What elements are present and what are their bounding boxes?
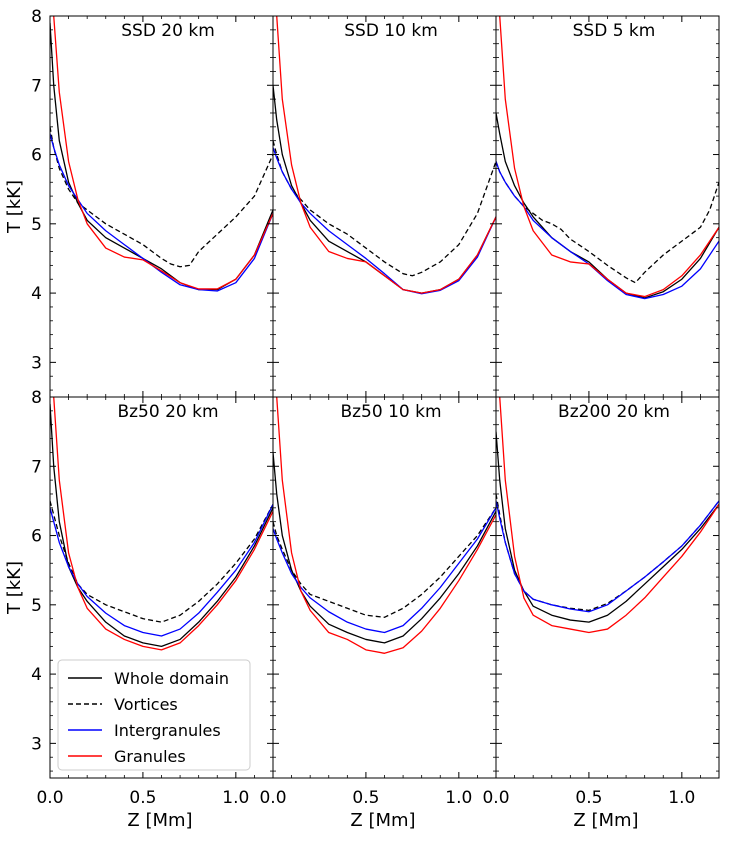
panel-title: SSD 5 km xyxy=(573,21,656,41)
y-tick-label: 4 xyxy=(31,665,42,685)
series-group xyxy=(273,397,496,654)
x-axis-label: Z [Mm] xyxy=(127,810,192,831)
y-tick-label: 5 xyxy=(31,596,42,616)
series-line-intergranules xyxy=(496,500,719,613)
series-line-granules xyxy=(53,397,273,651)
series-line-whole xyxy=(496,112,719,299)
legend-label: Vortices xyxy=(114,695,178,714)
y-tick-label: 7 xyxy=(31,76,42,96)
series-line-vortices xyxy=(273,140,496,277)
series-line-intergranules xyxy=(496,161,719,300)
panel-5: 0.0 0.5 1.0 Bz50 10 km Z [Mm] xyxy=(259,396,497,831)
series-line-intergranules xyxy=(273,147,496,295)
x-tick-label: 0.5 xyxy=(352,788,379,808)
y-tick-label: 8 xyxy=(31,388,42,408)
y-tick-label: 8 xyxy=(31,7,42,27)
y-tick-label: 6 xyxy=(31,527,42,547)
series-line-vortices xyxy=(273,507,496,618)
series-line-granules xyxy=(499,16,719,298)
series-group xyxy=(50,16,273,292)
panel-3: SSD 5 km xyxy=(495,15,720,398)
x-tick-label: 0.0 xyxy=(259,788,286,808)
x-tick-label: 0.0 xyxy=(36,788,63,808)
series-line-granules xyxy=(276,397,496,654)
x-tick-label: 0.0 xyxy=(482,788,509,808)
legend-label: Intergranules xyxy=(114,721,221,740)
series-line-granules xyxy=(276,16,496,294)
y-tick-label: 6 xyxy=(31,146,42,166)
series-group xyxy=(496,397,719,634)
series-line-whole xyxy=(50,403,273,648)
panel-1: 3 4 5 6 7 8 SSD 20 km T [kK] xyxy=(4,7,274,398)
legend-label: Whole domain xyxy=(114,669,229,688)
series-line-intergranules xyxy=(50,133,273,292)
x-tick-label: 0.5 xyxy=(575,788,602,808)
y-tick-label: 5 xyxy=(31,215,42,235)
panel-frame xyxy=(272,396,497,779)
series-group xyxy=(50,397,273,651)
series-line-vortices xyxy=(50,500,273,623)
x-tick-label: 0.5 xyxy=(129,788,156,808)
y-tick-label: 3 xyxy=(31,353,42,373)
series-line-vortices xyxy=(50,126,273,268)
panel-frame xyxy=(495,15,720,398)
x-tick-label: 1.0 xyxy=(445,788,472,808)
panel-2: SSD 10 km xyxy=(272,15,497,398)
x-tick-label: 1.0 xyxy=(222,788,249,808)
series-line-granules xyxy=(53,16,273,290)
panel-4: 3 4 5 6 7 8 0.0 0.5 1.0 Bz50 20 km Z [Mm] T [kK] Who… xyxy=(4,388,274,831)
legend: Whole domain Vortices Intergranules Granule… xyxy=(57,659,251,771)
y-tick-label: 3 xyxy=(31,734,42,754)
y-axis-label: T [kK] xyxy=(4,561,25,615)
series-line-whole xyxy=(273,452,496,644)
series-line-intergranules xyxy=(273,507,496,634)
series-group xyxy=(496,16,719,300)
x-tick-label: 1.0 xyxy=(668,788,695,808)
legend-label: Granules xyxy=(114,747,186,766)
legend-box xyxy=(57,659,251,771)
x-axis-label: Z [Mm] xyxy=(573,810,638,831)
panel-6: 0.0 0.5 1.0 Bz200 20 km Z [Mm] xyxy=(482,396,720,831)
panel-title: Bz50 10 km xyxy=(340,402,441,422)
panel-title: Bz50 20 km xyxy=(117,402,218,422)
panel-title: SSD 20 km xyxy=(121,21,215,41)
series-line-whole xyxy=(496,431,719,623)
panel-frame xyxy=(495,396,720,779)
y-tick-label: 4 xyxy=(31,284,42,304)
panel-title: SSD 10 km xyxy=(344,21,438,41)
y-axis-label: T [kK] xyxy=(4,180,25,234)
series-line-intergranules xyxy=(50,504,273,637)
series-line-whole xyxy=(50,22,273,291)
y-tick-label: 7 xyxy=(31,457,42,477)
series-group xyxy=(273,16,496,295)
panel-title: Bz200 20 km xyxy=(558,402,670,422)
x-axis-label: Z [Mm] xyxy=(350,810,415,831)
series-line-granules xyxy=(499,397,719,634)
